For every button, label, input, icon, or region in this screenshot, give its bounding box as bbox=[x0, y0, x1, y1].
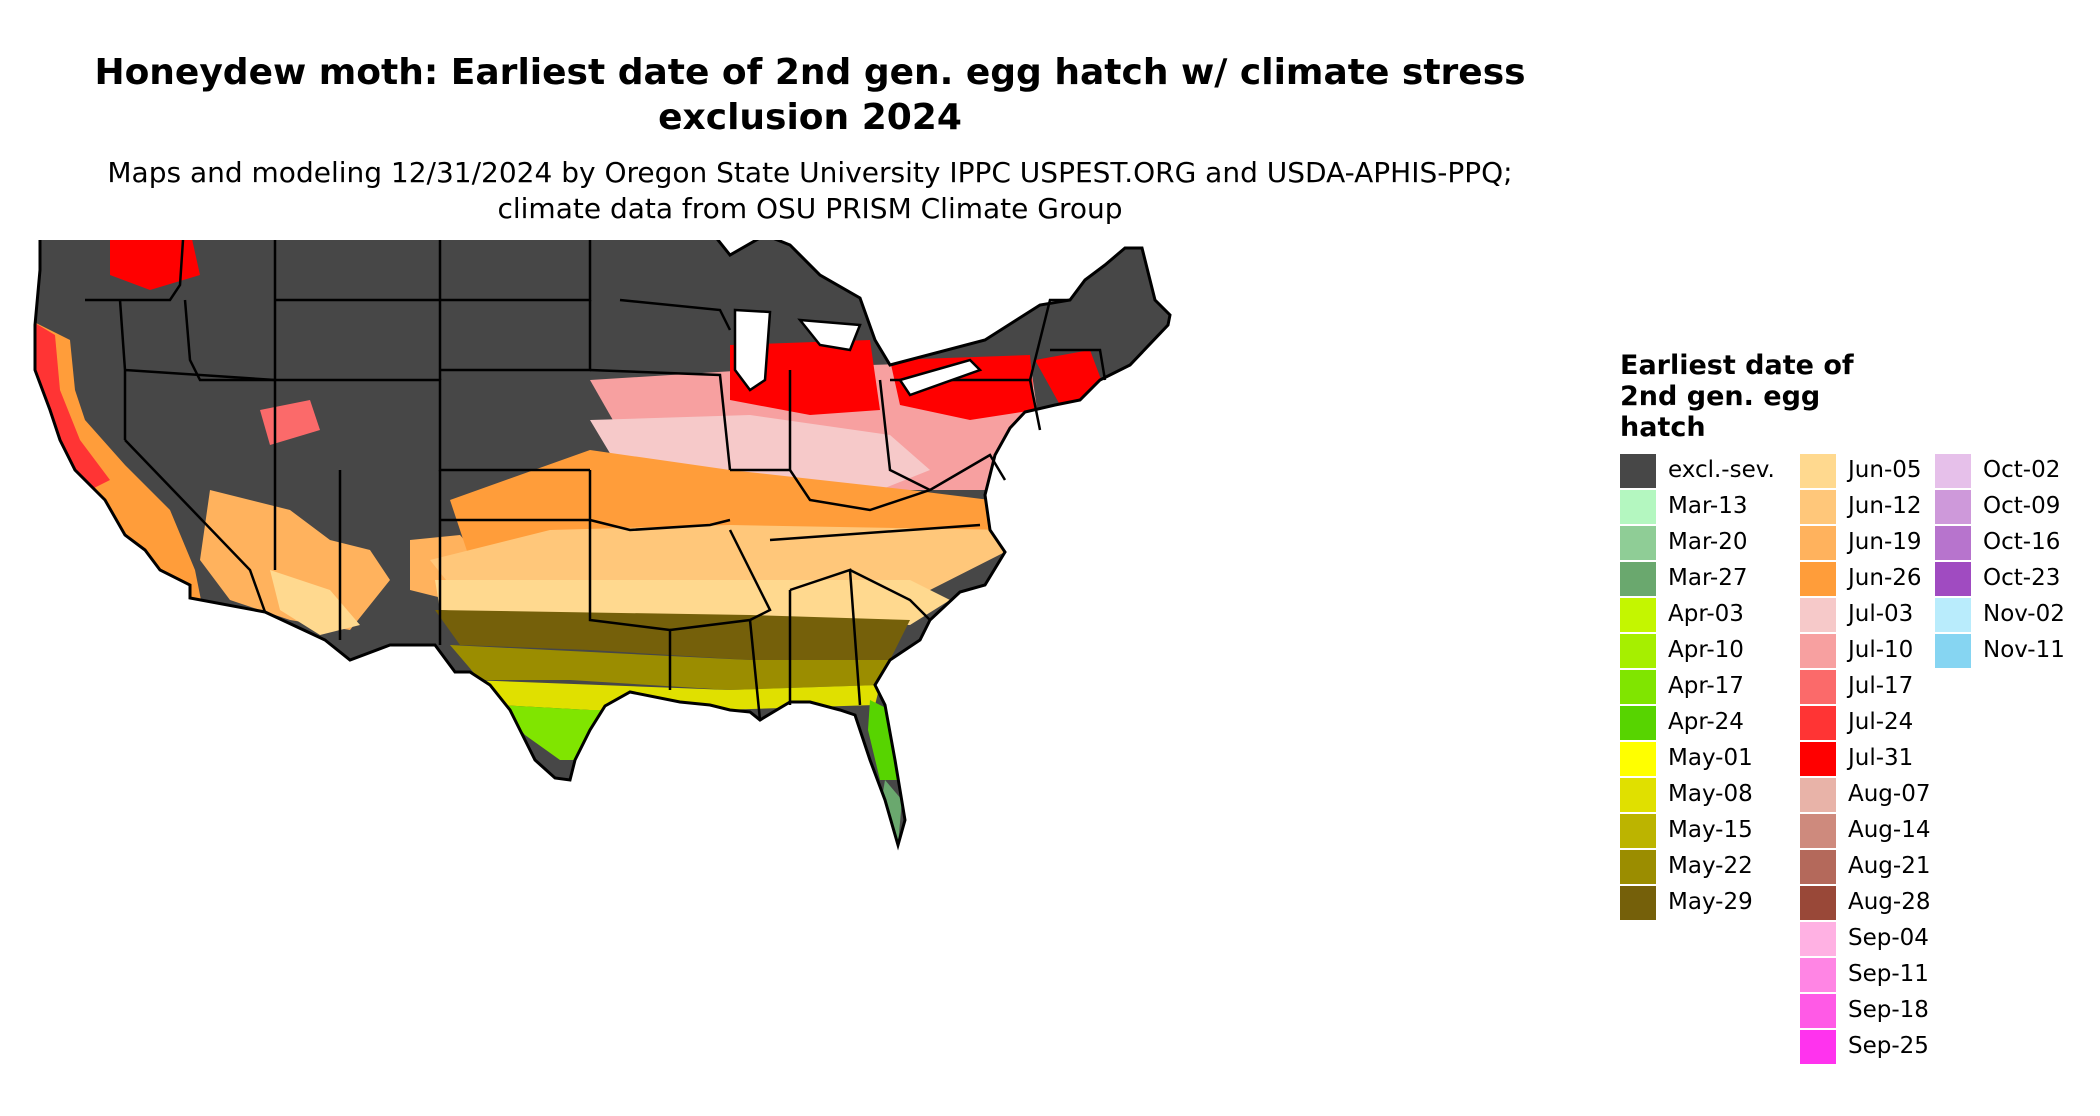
legend-swatch bbox=[1800, 490, 1836, 524]
zone-mar-27-fl bbox=[880, 780, 902, 845]
colored-zones bbox=[35, 240, 1170, 845]
legend-label: Aug-14 bbox=[1848, 817, 1931, 843]
legend-label: Oct-02 bbox=[1983, 457, 2061, 483]
legend-label: May-22 bbox=[1668, 853, 1753, 879]
legend-label: Oct-09 bbox=[1983, 493, 2061, 519]
legend-label: Jul-10 bbox=[1848, 637, 1914, 663]
legend-swatch bbox=[1800, 670, 1836, 704]
legend-swatch bbox=[1620, 742, 1656, 776]
legend-label: Oct-23 bbox=[1983, 565, 2061, 591]
zone-jul-24-coast bbox=[35, 320, 110, 490]
legend-swatch bbox=[1935, 454, 1971, 488]
legend-label: Sep-18 bbox=[1848, 997, 1929, 1023]
legend-label: Aug-28 bbox=[1848, 889, 1931, 915]
legend-label: Jul-31 bbox=[1848, 745, 1914, 771]
legend-swatch bbox=[1800, 850, 1836, 884]
legend-label: Jun-19 bbox=[1848, 529, 1922, 555]
legend-swatch bbox=[1620, 814, 1656, 848]
legend-swatch bbox=[1935, 490, 1971, 524]
legend-swatch bbox=[1800, 598, 1836, 632]
legend-swatch bbox=[1800, 922, 1836, 956]
zone-jun-26-west bbox=[35, 320, 205, 620]
legend-label: Mar-27 bbox=[1668, 565, 1748, 591]
legend-swatch bbox=[1800, 454, 1836, 488]
legend-swatch bbox=[1620, 454, 1656, 488]
legend-swatch bbox=[1935, 634, 1971, 668]
zone-apr-17-tx bbox=[500, 705, 630, 760]
legend-swatch bbox=[1620, 670, 1656, 704]
legend-label: Mar-20 bbox=[1668, 529, 1748, 555]
legend-label: May-15 bbox=[1668, 817, 1753, 843]
legend-swatch bbox=[1935, 598, 1971, 632]
legend-swatch bbox=[1620, 490, 1656, 524]
great-lakes bbox=[733, 308, 983, 397]
map-subtitle: Maps and modeling 12/31/2024 by Oregon S… bbox=[107, 156, 1513, 225]
legend-label: excl.-sev. bbox=[1668, 457, 1775, 483]
legend-swatch bbox=[1620, 850, 1656, 884]
legend-label: Jun-26 bbox=[1848, 565, 1922, 591]
legend-swatch bbox=[1620, 886, 1656, 920]
legend-label: May-01 bbox=[1668, 745, 1753, 771]
legend-label: Jun-12 bbox=[1848, 493, 1922, 519]
legend-label: Apr-03 bbox=[1668, 601, 1744, 627]
legend-swatch bbox=[1800, 958, 1836, 992]
legend-swatch bbox=[1620, 634, 1656, 668]
legend-swatch bbox=[1800, 886, 1836, 920]
legend-swatch bbox=[1800, 634, 1836, 668]
legend-label: May-08 bbox=[1668, 781, 1753, 807]
legend-label: Nov-02 bbox=[1983, 601, 2065, 627]
zone-jun-19-sw bbox=[200, 490, 390, 630]
legend-swatch bbox=[1620, 562, 1656, 596]
legend-title: Earliest date of 2nd gen. egg hatch bbox=[1620, 350, 1854, 443]
legend: Earliest date of 2nd gen. egg hatch excl… bbox=[1620, 350, 2090, 1110]
legend-label: Sep-04 bbox=[1848, 925, 1929, 951]
legend-label: Oct-16 bbox=[1983, 529, 2061, 555]
legend-label: May-29 bbox=[1668, 889, 1753, 915]
map-title: Honeydew moth: Earliest date of 2nd gen.… bbox=[94, 52, 1526, 138]
legend-label: Mar-13 bbox=[1668, 493, 1748, 519]
zone-may-08-band bbox=[470, 680, 880, 710]
zone-jul-31-nw bbox=[110, 240, 200, 290]
legend-label: Sep-25 bbox=[1848, 1033, 1929, 1059]
legend-swatch bbox=[1800, 706, 1836, 740]
legend-label: Apr-10 bbox=[1668, 637, 1744, 663]
legend-swatch bbox=[1935, 562, 1971, 596]
legend-swatch bbox=[1800, 742, 1836, 776]
legend-label: Apr-24 bbox=[1668, 709, 1744, 735]
legend-swatch bbox=[1800, 562, 1836, 596]
legend-label: Aug-21 bbox=[1848, 853, 1931, 879]
legend-swatch bbox=[1620, 598, 1656, 632]
legend-swatch bbox=[1800, 1030, 1836, 1064]
legend-swatch bbox=[1620, 706, 1656, 740]
zone-jun-12-band bbox=[430, 525, 1010, 590]
legend-label: Jul-24 bbox=[1848, 709, 1914, 735]
legend-swatch bbox=[1800, 994, 1836, 1028]
zone-jun-05-sw bbox=[270, 570, 360, 635]
legend-swatch bbox=[1800, 526, 1836, 560]
legend-label: Aug-07 bbox=[1848, 781, 1931, 807]
legend-label: Jul-17 bbox=[1848, 673, 1914, 699]
legend-swatch bbox=[1620, 526, 1656, 560]
state-borders bbox=[85, 240, 1107, 721]
us-map bbox=[33, 240, 1172, 847]
legend-label: Apr-17 bbox=[1668, 673, 1744, 699]
legend-swatch bbox=[1620, 778, 1656, 812]
legend-swatch bbox=[1800, 778, 1836, 812]
legend-label: Jun-05 bbox=[1848, 457, 1922, 483]
legend-label: Nov-11 bbox=[1983, 637, 2065, 663]
legend-swatch bbox=[1800, 814, 1836, 848]
legend-label: Sep-11 bbox=[1848, 961, 1929, 987]
legend-label: Jul-03 bbox=[1848, 601, 1914, 627]
legend-swatch bbox=[1935, 526, 1971, 560]
